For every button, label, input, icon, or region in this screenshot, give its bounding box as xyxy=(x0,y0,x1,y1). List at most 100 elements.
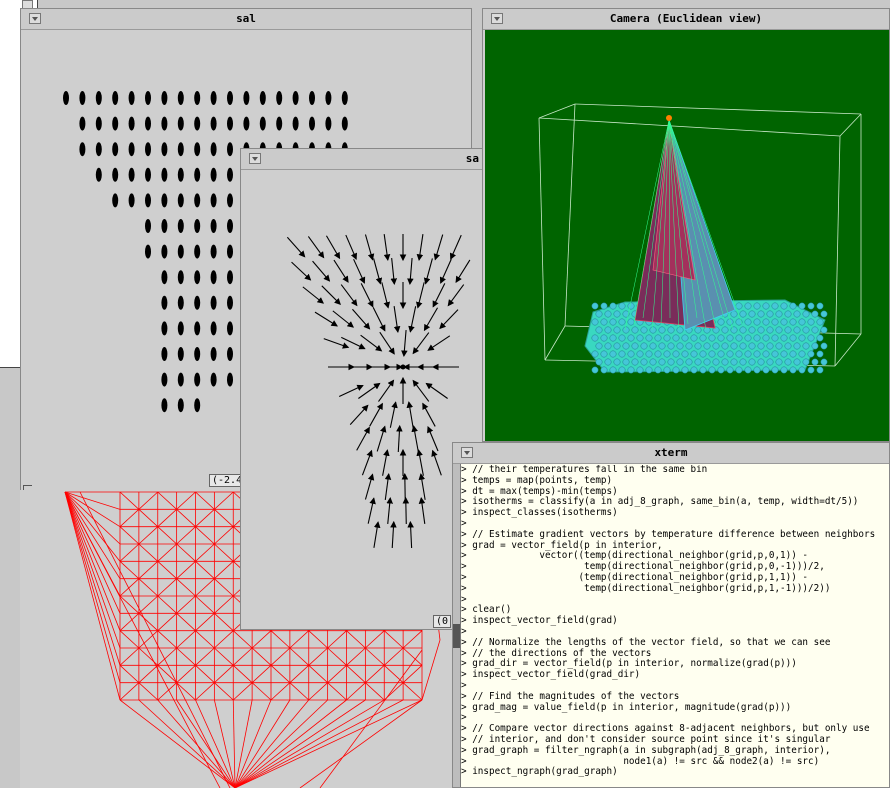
grid-point xyxy=(341,91,348,105)
vector-arrow xyxy=(408,306,417,333)
grid-point xyxy=(194,398,201,413)
vector-arrow xyxy=(361,449,373,476)
vector-arrow xyxy=(386,496,394,524)
grid-point xyxy=(145,116,151,131)
vector-arrow xyxy=(384,473,392,500)
vector-arrow xyxy=(431,449,442,476)
grid-point xyxy=(161,244,168,259)
vector-arrow xyxy=(373,258,383,285)
vector-arrow xyxy=(402,496,410,525)
camera-titlebar[interactable]: Camera (Euclidean view) xyxy=(483,9,889,30)
vector-arrow xyxy=(340,284,358,307)
grid-point xyxy=(177,91,184,105)
grid-point xyxy=(194,270,201,285)
terminal-line: > dt = max(temps)-min(temps) xyxy=(461,485,618,497)
camera-window[interactable]: Camera (Euclidean view) xyxy=(482,8,890,442)
window-title: xterm xyxy=(654,446,688,459)
vector-arrow xyxy=(352,308,371,330)
grid-point xyxy=(79,116,86,131)
vector-arrow xyxy=(291,261,312,281)
vector-arrows xyxy=(286,234,471,549)
grid-point xyxy=(161,398,168,413)
grid-point xyxy=(210,142,217,157)
coordinate-readout: (0 xyxy=(433,615,452,628)
sal-window[interactable]: sal (-2.49 xyxy=(20,8,472,492)
grid-point xyxy=(309,91,315,105)
grid-point xyxy=(161,116,168,131)
grid-point xyxy=(177,321,184,336)
3d-surface-view[interactable] xyxy=(485,30,890,442)
vector-arrow xyxy=(302,286,325,304)
grid-point xyxy=(161,372,168,387)
terminal-line: > // Find the magnitudes of the vectors xyxy=(461,690,680,702)
xterm-scrollbar[interactable] xyxy=(453,464,461,787)
grid-point xyxy=(227,193,233,208)
terminal-line: > // Normalize the lengths of the vector… xyxy=(461,636,831,648)
peak-marker xyxy=(666,115,672,121)
vector-arrow xyxy=(360,283,374,308)
grid-point xyxy=(227,91,233,105)
grid-point xyxy=(161,321,168,336)
terminal-output[interactable]: > // their temperatures fall in the same… xyxy=(461,465,889,787)
grid-point xyxy=(177,295,184,310)
window-menu-button[interactable] xyxy=(249,153,261,164)
sal-titlebar[interactable]: sal xyxy=(21,9,471,30)
terminal-line: > grad = vector_field(p in interior, xyxy=(461,539,663,551)
grid-point xyxy=(128,116,135,131)
grid-point xyxy=(194,295,201,310)
grid-point xyxy=(194,347,201,361)
terminal-line: > inspect_ngraph(grad_graph) xyxy=(461,766,618,778)
grid-point xyxy=(194,372,201,387)
vector-arrow xyxy=(372,307,386,332)
scrollbar-thumb[interactable] xyxy=(453,624,460,648)
window-menu-button[interactable] xyxy=(491,13,503,24)
vector-arrow xyxy=(341,336,366,350)
vector-arrow xyxy=(383,234,391,261)
grid-point xyxy=(177,398,184,413)
grid-point xyxy=(309,116,315,131)
vector-arrow xyxy=(358,382,381,399)
grid-point xyxy=(210,295,217,310)
vector-arrow xyxy=(321,285,341,305)
grid-point xyxy=(177,142,184,157)
grid-point xyxy=(95,167,102,182)
terminal-line: > grad_graph = filter_ngraph(a in subgra… xyxy=(461,744,831,756)
grid-point xyxy=(292,116,299,131)
vector-arrow xyxy=(427,425,439,452)
xterm-window[interactable]: xterm > // their temperatures fall in th… xyxy=(452,442,890,788)
grid-point xyxy=(341,116,348,131)
vector-field xyxy=(286,234,471,549)
vector-arrow xyxy=(360,334,383,352)
grid-point xyxy=(194,219,201,233)
grid-point xyxy=(227,142,233,157)
window-menu-button[interactable] xyxy=(29,13,41,24)
xterm-titlebar[interactable]: xterm xyxy=(453,443,889,464)
grid-point xyxy=(194,321,201,336)
grid-point xyxy=(128,91,135,105)
window-resize-corner[interactable] xyxy=(23,485,32,491)
vector-arrow xyxy=(415,282,425,309)
grid-point xyxy=(325,116,332,131)
vector-arrow xyxy=(376,425,387,452)
vector-field-titlebar[interactable]: sa xyxy=(241,149,485,170)
surface-spike-peak xyxy=(652,121,696,281)
grid-point xyxy=(276,116,283,131)
grid-point xyxy=(227,347,233,361)
grid-point xyxy=(95,91,102,105)
grid-point xyxy=(243,116,250,131)
terminal-line: > xyxy=(461,517,473,529)
grid-point xyxy=(177,116,184,131)
vector-arrow xyxy=(407,520,414,549)
terminal-line: > temps = map(points, temp) xyxy=(461,474,613,486)
grid-point xyxy=(161,295,168,310)
window-menu-button[interactable] xyxy=(461,447,473,458)
vector-arrow xyxy=(432,283,446,308)
vector-arrow xyxy=(439,258,452,284)
terminal-line: > xyxy=(461,712,473,724)
vector-arrow xyxy=(379,331,395,355)
vector-field-window[interactable]: sa (0 xyxy=(240,148,486,630)
vector-arrow xyxy=(447,284,465,307)
grid-point xyxy=(194,91,201,105)
vector-arrow xyxy=(407,257,414,286)
vector-arrow xyxy=(396,424,403,453)
